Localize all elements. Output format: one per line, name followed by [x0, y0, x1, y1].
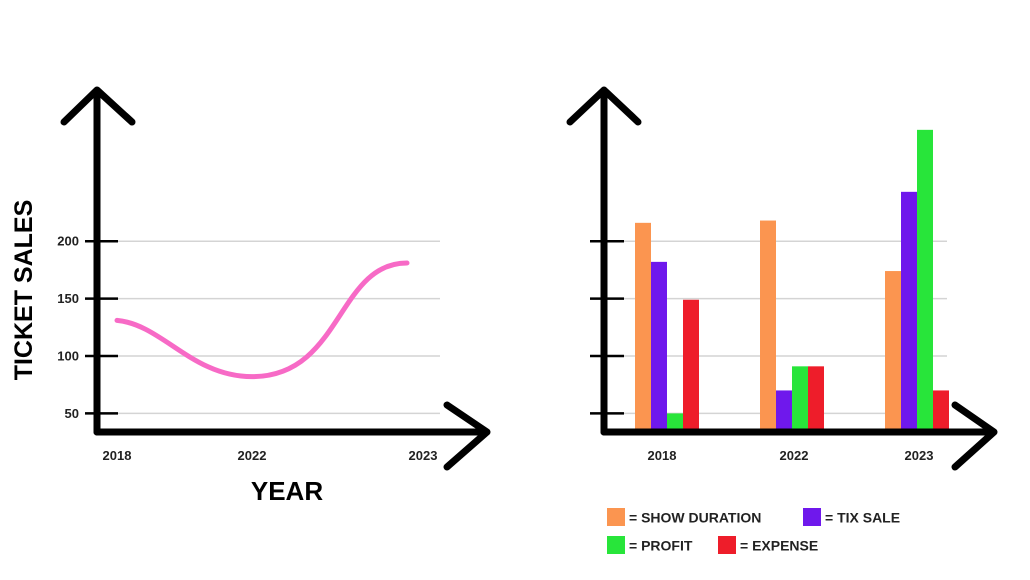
y-axis-arrow [566, 86, 642, 436]
bar [933, 390, 949, 432]
line-chart: 50 100 150 200 2018 2022 2023 YEAR TICKET SAL… [10, 86, 491, 506]
bar [901, 191, 917, 432]
legend-swatch [607, 508, 625, 526]
legend: = SHOW DURATION = TIX SALE = PROFIT = EXPEN… [607, 508, 900, 554]
bar [917, 129, 933, 432]
bar [885, 271, 901, 432]
y-axis-title: TICKET SALES [10, 200, 38, 381]
legend-label: = PROFIT [629, 538, 693, 554]
bar [635, 222, 651, 432]
legend-label: = SHOW DURATION [629, 510, 761, 526]
x-tick-label: 2022 [780, 448, 809, 463]
x-axis-title: YEAR [251, 476, 323, 506]
x-tick-label: 2023 [409, 448, 438, 463]
legend-swatch [607, 536, 625, 554]
bar-chart-axes [566, 86, 998, 471]
x-tick-label: 2023 [905, 448, 934, 463]
bar [792, 366, 808, 432]
x-tick-label: 2018 [648, 448, 677, 463]
y-tick-label: 150 [57, 291, 79, 306]
legend-label: = EXPENSE [740, 538, 818, 554]
legend-label: = TIX SALE [825, 510, 900, 526]
x-tick-label: 2022 [238, 448, 267, 463]
legend-swatch [718, 536, 736, 554]
bar [776, 390, 792, 432]
legend-swatch [803, 508, 821, 526]
bar-chart-x-labels: 2018 2022 2023 [648, 448, 934, 463]
bar [683, 299, 699, 432]
bar-chart-bars [635, 129, 949, 432]
line-chart-x-labels: 2018 2022 2023 [103, 448, 438, 463]
bar [760, 220, 776, 432]
bar-chart: 2018 2022 2023 = SHOW DURATION = TIX SALE= … [566, 86, 998, 554]
line-chart-gridlines [97, 240, 440, 415]
y-tick-label: 50 [65, 406, 79, 421]
y-tick-label: 200 [57, 234, 79, 249]
bar [667, 413, 683, 432]
ticket-sales-line [114, 260, 410, 380]
y-tick-label: 100 [57, 349, 79, 364]
x-axis-arrow [600, 401, 998, 471]
bar [808, 366, 824, 432]
x-axis-arrow [93, 401, 491, 471]
x-tick-label: 2018 [103, 448, 132, 463]
line-chart-y-ticks: 50 100 150 200 [57, 234, 118, 421]
bar [651, 261, 667, 432]
y-axis-arrow [60, 86, 136, 436]
line-chart-axes [60, 86, 491, 471]
